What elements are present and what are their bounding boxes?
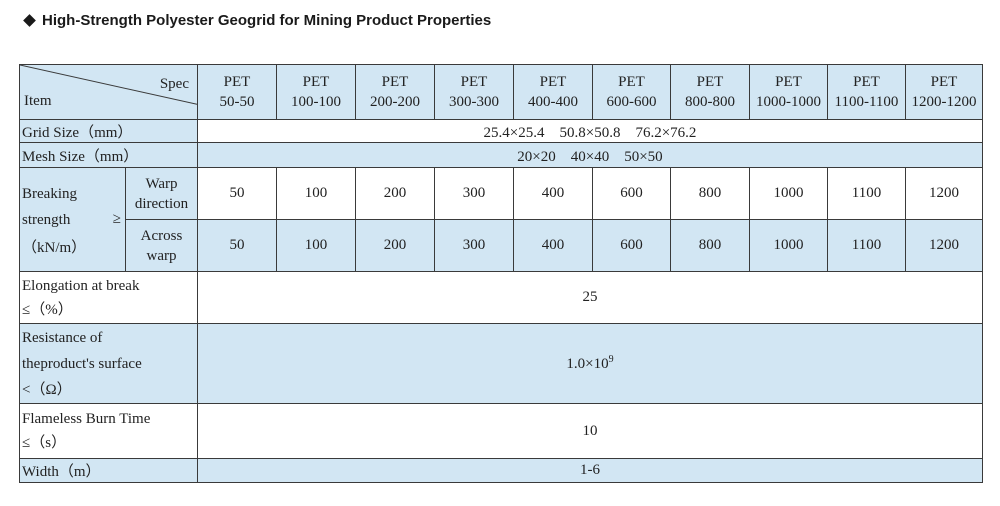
column-header-pet-300-300: PET 300-300	[434, 64, 514, 120]
table-cell: 600	[592, 167, 671, 220]
breaking-warp-row: Breaking strength （kN/m） ≥ Warp direction…	[19, 167, 983, 272]
page-title: High-Strength Polyester Geogrid for Mini…	[22, 9, 491, 31]
table-cell: 100	[276, 219, 356, 272]
title-text: High-Strength Polyester Geogrid for Mini…	[42, 11, 492, 29]
mesh-size-row: Mesh Size（mm） 20×20 40×40 50×50	[19, 142, 983, 168]
column-header-pet-1000-1000: PET 1000-1000	[749, 64, 828, 120]
item-label: Item	[24, 93, 52, 109]
column-header-pet-200-200: PET 200-200	[355, 64, 435, 120]
elongation-row: Elongation at break ≤（%） 25	[19, 271, 983, 324]
resistance-label: Resistance of theproduct's surface <（Ω）	[19, 323, 198, 404]
table-cell: 1000	[749, 219, 828, 272]
table-cell: 1200	[905, 219, 983, 272]
mesh-size-value: 20×20 40×40 50×50	[197, 142, 983, 168]
elongation-label: Elongation at break ≤（%）	[19, 271, 198, 324]
column-header-pet-100-100: PET 100-100	[276, 64, 356, 120]
column-header-pet-400-400: PET 400-400	[513, 64, 593, 120]
column-header-pet-1100-1100: PET 1100-1100	[827, 64, 906, 120]
grid-size-label: Grid Size（mm）	[19, 119, 198, 143]
breaking-across-row: Across warp 50 100 200 300 400 600 800 10…	[20, 219, 983, 272]
diagonal-divider	[20, 65, 197, 105]
grid-size-row: Grid Size（mm） 25.4×25.4 50.8×50.8 76.2×7…	[19, 119, 983, 143]
flameless-row: Flameless Burn Time ≤（s） 10	[19, 403, 983, 459]
resistance-value: 1.0×109	[197, 323, 983, 404]
table-cell: 300	[434, 167, 514, 220]
table-cell: 300	[434, 219, 514, 272]
table-cell: 1000	[749, 167, 828, 220]
column-header-pet-800-800: PET 800-800	[670, 64, 750, 120]
table-cell: 100	[276, 167, 356, 220]
table-cell: 400	[513, 219, 593, 272]
elongation-value: 25	[197, 271, 983, 324]
warp-direction-label: Warp direction	[125, 167, 198, 220]
column-header-pet-50-50: PET 50-50	[197, 64, 277, 120]
table-cell: 200	[355, 167, 435, 220]
table-cell: 1100	[827, 167, 906, 220]
table-cell: 800	[670, 219, 750, 272]
mesh-size-label: Mesh Size（mm）	[19, 142, 198, 168]
diamond-bullet-icon	[23, 13, 36, 27]
flameless-value: 10	[197, 403, 983, 459]
table-cell: 200	[355, 219, 435, 272]
table-cell: 800	[670, 167, 750, 220]
breaking-strength-label: Breaking strength （kN/m） ≥	[19, 167, 126, 272]
column-header-pet-1200-1200: PET 1200-1200	[905, 64, 983, 120]
table-cell: 600	[592, 219, 671, 272]
across-warp-label: Across warp	[125, 219, 198, 272]
spec-item-header: Spec Item	[19, 64, 198, 120]
resistance-row: Resistance of theproduct's surface <（Ω） 1.…	[19, 323, 983, 404]
table-cell: 1100	[827, 219, 906, 272]
properties-table: Spec Item PET 50-50 PET 100-100 PET 200-200…	[19, 64, 983, 483]
width-label: Width（m）	[19, 458, 198, 483]
table-cell: 50	[197, 219, 277, 272]
flameless-label: Flameless Burn Time ≤（s）	[19, 403, 198, 459]
header-row: Spec Item PET 50-50 PET 100-100 PET 200-200…	[19, 64, 983, 120]
column-header-pet-600-600: PET 600-600	[592, 64, 671, 120]
table-cell: 50	[197, 167, 277, 220]
width-row: Width（m） 1-6	[19, 458, 983, 483]
grid-size-value: 25.4×25.4 50.8×50.8 76.2×76.2	[197, 119, 983, 143]
ge-symbol: ≥	[112, 211, 121, 227]
spec-label: Spec	[159, 76, 189, 92]
width-value: 1-6	[197, 458, 983, 483]
table-cell: 400	[513, 167, 593, 220]
table-cell: 1200	[905, 167, 983, 220]
